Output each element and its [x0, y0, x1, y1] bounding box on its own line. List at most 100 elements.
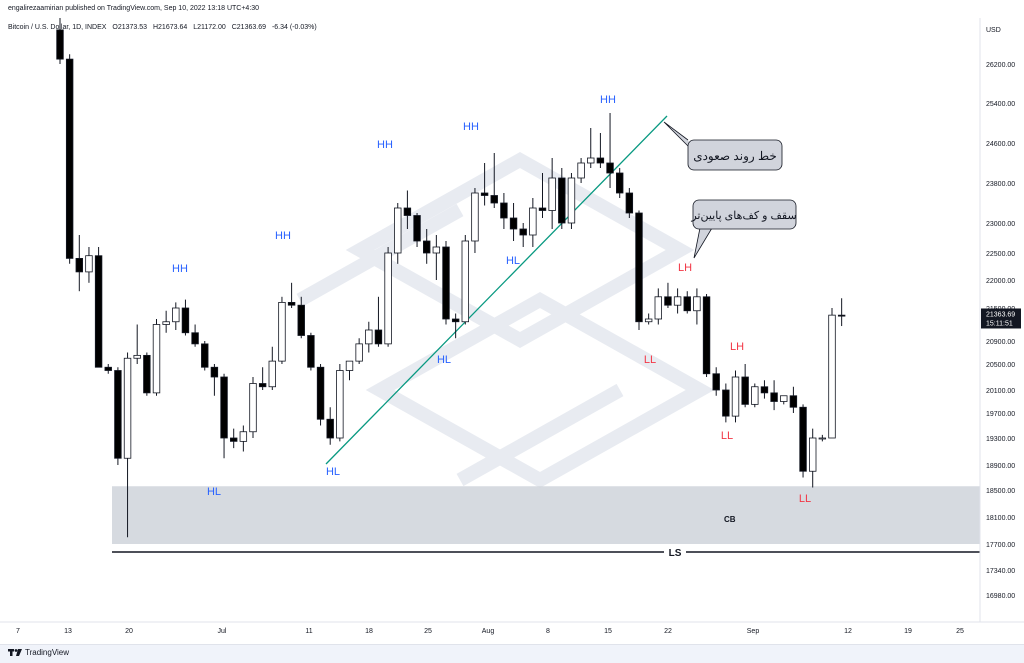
candle-body	[837, 314, 846, 317]
candle	[606, 113, 614, 188]
y-tick-label: 19300.00	[986, 436, 1015, 443]
candle-body	[307, 335, 315, 368]
candle-body	[780, 395, 788, 402]
candle	[587, 128, 595, 168]
candle-body	[172, 307, 180, 323]
candle-body	[751, 386, 759, 405]
candle	[693, 288, 701, 325]
candle	[799, 404, 807, 478]
currency-label: USD	[986, 27, 1001, 34]
candle	[384, 247, 392, 347]
y-tick-label: 20500.00	[986, 362, 1015, 369]
candle-body	[770, 392, 778, 402]
candle	[471, 188, 479, 253]
y-tick-label: 18100.00	[986, 515, 1015, 522]
candle-body	[297, 304, 305, 336]
x-tick-label: 11	[305, 628, 312, 635]
watermark-stroke-a	[296, 203, 464, 307]
candle-body	[538, 207, 547, 211]
candle	[220, 373, 228, 459]
candle	[422, 229, 431, 264]
last-price-value: 21363.69	[986, 311, 1015, 318]
candle-body	[442, 246, 450, 320]
x-tick-label: 18	[365, 628, 373, 635]
candle-body	[365, 329, 373, 345]
candle-body	[664, 296, 672, 306]
candle-body	[722, 389, 730, 417]
candle-body	[316, 366, 325, 420]
candle-body	[75, 257, 83, 273]
candle	[365, 321, 373, 353]
y-tick-label: 23000.00	[986, 221, 1015, 228]
candle	[65, 54, 74, 264]
candle	[751, 383, 759, 408]
x-tick-label: 25	[424, 628, 432, 635]
candle-body	[577, 162, 585, 179]
candle	[828, 308, 836, 439]
candle-body	[809, 437, 817, 472]
candle-body	[201, 343, 209, 368]
last-price-tag	[981, 308, 1021, 329]
y-tick-label: 26200.00	[986, 62, 1015, 69]
candle-body	[635, 212, 643, 323]
candle-body	[558, 177, 566, 224]
watermark-stroke-b	[456, 383, 624, 487]
candle	[558, 168, 566, 229]
candle-body	[760, 386, 769, 394]
candle-body	[268, 360, 276, 388]
y-tick-label: 19700.00	[986, 411, 1015, 418]
candle-body	[731, 376, 740, 417]
candle-body	[616, 172, 624, 194]
x-tick-label: 20	[125, 628, 133, 635]
swing-label-hh: HH	[275, 230, 291, 242]
y-tick-label: 20100.00	[986, 388, 1015, 395]
candle-body	[104, 366, 112, 371]
candle	[162, 310, 170, 333]
close-value: C21363.69	[231, 24, 266, 31]
x-tick-label: Jul	[218, 628, 227, 635]
candle-body	[133, 354, 141, 359]
candle	[500, 193, 508, 229]
candle	[114, 367, 122, 465]
candle-body	[384, 252, 392, 345]
candle	[789, 386, 798, 413]
candle-body	[789, 395, 798, 408]
candle	[307, 332, 315, 371]
countdown-value: 15:11:51	[986, 320, 1013, 327]
x-tick-label: 19	[904, 628, 912, 635]
callout-lower-swings-text: سقف و کف‌های پایین‌تر	[690, 210, 796, 222]
candle	[172, 302, 180, 330]
callout-pointer-trend	[663, 121, 695, 153]
candle	[837, 298, 846, 327]
candle	[374, 296, 383, 347]
candle	[258, 367, 267, 390]
x-tick-label: 15	[604, 628, 612, 635]
ls-level-label: LS	[669, 548, 682, 559]
candle	[413, 213, 421, 247]
y-tick-label: 24600.00	[986, 141, 1015, 148]
x-tick-label: 8	[546, 628, 550, 635]
candle	[451, 313, 460, 339]
candle	[683, 291, 691, 314]
candle-body	[480, 192, 489, 196]
ohlc-legend: Bitcoin / U.S. Dollar, 1D, INDEX O21373.…	[8, 24, 321, 31]
candle	[316, 364, 325, 426]
swing-label-hh: HH	[463, 121, 479, 133]
candle	[239, 425, 248, 452]
candle	[809, 428, 817, 488]
candle-body	[625, 192, 634, 214]
change-value: -6.34 (-0.03%)	[271, 24, 317, 31]
high-value: H21673.64	[152, 24, 188, 31]
candle	[249, 377, 257, 438]
tradingview-brand[interactable]: TradingView	[8, 648, 69, 657]
swing-label-hh: HH	[600, 94, 616, 106]
candle-body	[220, 376, 228, 439]
candle-body	[278, 301, 286, 362]
candle-body	[606, 162, 614, 174]
candle-body	[567, 177, 576, 224]
candle	[191, 324, 199, 347]
candle	[712, 367, 720, 396]
candle-body	[596, 157, 605, 164]
price-chart[interactable]: CB LS HH HL HH HL HH HL HH HL HH LH LL LH LL LL خط رون…	[0, 18, 1024, 644]
candle-body	[355, 343, 363, 362]
